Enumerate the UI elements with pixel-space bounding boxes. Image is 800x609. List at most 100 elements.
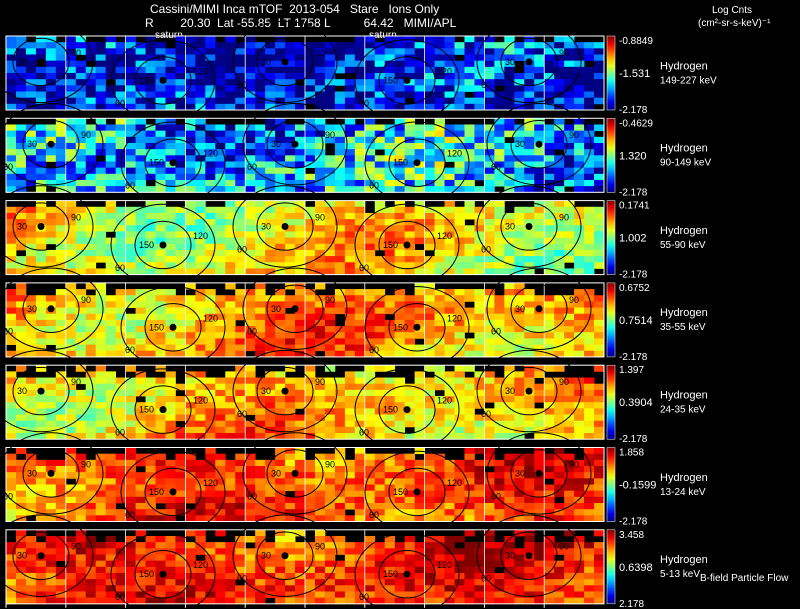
- heatmap-cell: [205, 136, 216, 144]
- heatmap-cell: [195, 459, 206, 467]
- heatmap-cell: [265, 466, 276, 473]
- heatmap-cell: [374, 566, 386, 574]
- heatmap-cell: [275, 529, 286, 537]
- heatmap-cell: [444, 206, 455, 214]
- heatmap-cell: [165, 509, 176, 516]
- heatmap-cell: [115, 414, 126, 422]
- heatmap-cell: [145, 509, 156, 516]
- heatmap-cell: [384, 301, 396, 308]
- heatmap-cell: [35, 307, 47, 315]
- heatmap-cell: [334, 548, 346, 555]
- heatmap-cell: [514, 136, 525, 144]
- heatmap-cell: [155, 118, 166, 125]
- heatmap-cell: [255, 503, 266, 510]
- heatmap-cell: [15, 79, 27, 86]
- heatmap-cell: [444, 231, 455, 238]
- heatmap-cell: [25, 414, 37, 422]
- heatmap-cell: [245, 579, 256, 586]
- heatmap-cell: [484, 496, 495, 504]
- heatmap-cell: [434, 142, 445, 150]
- heatmap-cell: [305, 79, 316, 86]
- heatmap-cell: [235, 389, 246, 397]
- heatmap-cell: [364, 338, 376, 345]
- heatmap-cell: [464, 124, 475, 132]
- heatmap-cell: [125, 66, 136, 74]
- heatmap-cell: [534, 466, 545, 473]
- heatmap-cell: [474, 591, 485, 599]
- heatmap-cell: [235, 103, 246, 111]
- heatmap-cell: [514, 130, 525, 138]
- heatmap-cell: [135, 79, 146, 86]
- heatmap-cell: [574, 338, 585, 345]
- heatmap-cell: [155, 66, 166, 74]
- heatmap-cell: [554, 60, 565, 68]
- heatmap-cell: [524, 402, 535, 409]
- heatmap-cell: [574, 579, 585, 586]
- heatmap-cell: [504, 219, 515, 226]
- heatmap-cell: [135, 579, 146, 586]
- contour-label: 30: [27, 304, 37, 314]
- heatmap-cell: [584, 503, 595, 510]
- heatmap-cell: [145, 54, 156, 62]
- heatmap-cell: [414, 554, 425, 562]
- heatmap-cell: [354, 591, 366, 599]
- heatmap-cell: [514, 585, 525, 592]
- heatmap-cell: [65, 560, 77, 568]
- heatmap-cell: [434, 453, 445, 461]
- heatmap-cell: [195, 256, 206, 263]
- heatmap-cell: [314, 484, 326, 492]
- heatmap-cell: [35, 237, 47, 245]
- heatmap-cell: [424, 535, 435, 543]
- heatmap-cell: [185, 414, 196, 422]
- heatmap-cell: [534, 313, 545, 321]
- heatmap-cell: [255, 212, 266, 220]
- heatmap-cell: [314, 554, 326, 562]
- heatmap-cell: [464, 542, 475, 549]
- heatmap-cell: [295, 377, 306, 385]
- heatmap-cell: [434, 66, 445, 74]
- heatmap-cell: [255, 103, 266, 111]
- heatmap-cell: [45, 554, 57, 562]
- heatmap-cell: [35, 243, 47, 251]
- heatmap-cell: [6, 484, 17, 492]
- heatmap-cell: [105, 200, 117, 208]
- heatmap-cell: [285, 97, 296, 105]
- heatmap-cell: [185, 161, 196, 169]
- heatmap-cell: [374, 396, 386, 403]
- heatmap-cell: [295, 66, 306, 74]
- heatmap-cell: [494, 579, 505, 586]
- heatmap-cell: [464, 420, 475, 428]
- heatmap-cell: [554, 396, 565, 403]
- heatmap-cell: [524, 237, 535, 245]
- heatmap-cell: [65, 73, 77, 80]
- heatmap-cell: [185, 60, 196, 68]
- heatmap-cell: [25, 97, 37, 105]
- heatmap-cell: [195, 225, 206, 232]
- heatmap-cell: [364, 118, 376, 125]
- heatmap-cell: [295, 206, 306, 214]
- heatmap-cell: [554, 85, 565, 92]
- heatmap-cell: [384, 295, 396, 302]
- heatmap-cell: [275, 130, 286, 138]
- heatmap-cell: [474, 295, 485, 302]
- heatmap-cell: [314, 142, 326, 150]
- bfield-marker: [535, 305, 543, 313]
- heatmap-cell: [434, 295, 445, 302]
- heatmap-cell: [175, 73, 186, 80]
- heatmap-cell: [125, 490, 136, 498]
- heatmap-cell: [324, 396, 336, 403]
- heatmap-cell: [305, 319, 316, 327]
- heatmap-cell: [514, 97, 525, 105]
- heatmap-cell: [135, 142, 146, 150]
- heatmap-cell: [544, 136, 555, 144]
- heatmap-cell: [494, 136, 505, 144]
- heatmap-cell: [424, 490, 435, 498]
- colorbar: [606, 118, 616, 193]
- heatmap-cell: [504, 509, 515, 516]
- heatmap-cell: [404, 79, 416, 86]
- heatmap-cell: [245, 289, 256, 296]
- heatmap-cell: [225, 597, 236, 605]
- heatmap-cell: [35, 509, 47, 516]
- heatmap-cell: [95, 597, 107, 605]
- contour-line: [12, 531, 70, 580]
